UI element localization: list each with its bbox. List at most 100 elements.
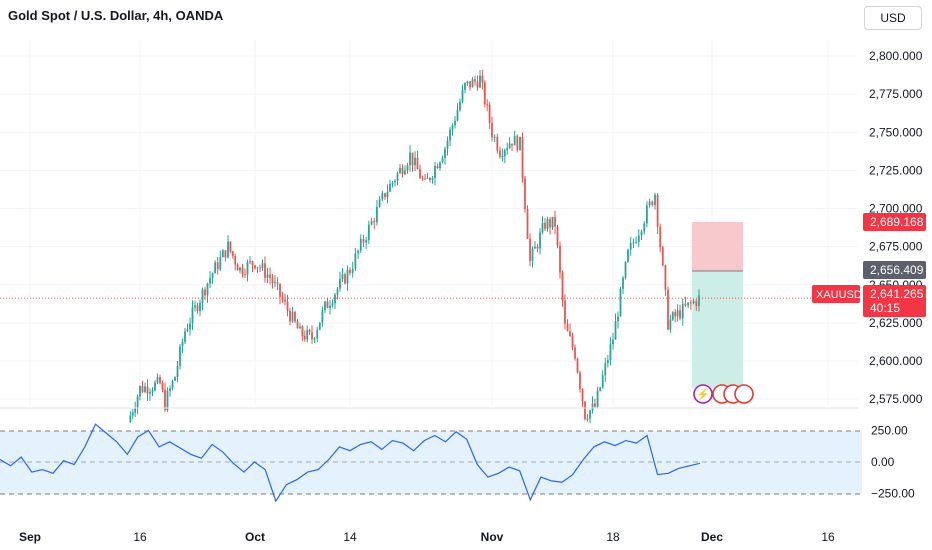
candle-body — [239, 267, 241, 271]
candle-body — [491, 122, 493, 138]
candle-body — [632, 242, 635, 244]
candle-body — [654, 194, 656, 206]
candle-body — [569, 331, 571, 337]
candle-body — [414, 157, 416, 166]
candle-body — [576, 358, 579, 373]
time-tick-label: 18 — [606, 530, 620, 544]
candle-body — [471, 79, 474, 88]
rsi-band — [0, 431, 862, 494]
candle-body — [698, 295, 700, 306]
us-flag-icon[interactable] — [734, 384, 754, 404]
candle-body — [154, 382, 156, 391]
candle-body — [476, 81, 479, 88]
entry-price-badge: 2,656.409 — [863, 261, 926, 279]
candle-body — [141, 386, 144, 392]
candle-body — [664, 265, 667, 290]
candle-body — [508, 143, 511, 149]
time-axis[interactable]: Sep 16 Oct 14 Nov 18 Dec 16 — [19, 530, 835, 544]
candle-body — [461, 89, 464, 102]
candle-body — [674, 312, 677, 317]
candle-body — [627, 249, 629, 262]
price-tick-label: 2,800.000 — [869, 49, 923, 63]
price-axis[interactable]: 2,575.0002,600.0002,625.0002,650.0002,67… — [869, 49, 923, 406]
candle-body — [349, 269, 351, 273]
candle-body — [391, 182, 394, 184]
price-tick-label: 2,750.000 — [869, 125, 923, 139]
candle-body — [334, 294, 336, 304]
candle-body — [454, 120, 456, 126]
symbol-badge: XAUUSD — [812, 285, 862, 303]
candle-body — [629, 242, 632, 250]
candle-body — [606, 359, 609, 364]
candle-body — [539, 232, 541, 249]
candle-body — [206, 283, 209, 296]
candle-body — [676, 310, 679, 317]
take-profit-zone[interactable] — [692, 271, 743, 388]
candle-body — [549, 219, 551, 228]
price-tick-label: 2,575.000 — [869, 392, 923, 406]
candle-body — [544, 222, 546, 229]
lightning-icon[interactable] — [693, 384, 713, 404]
currency-selector-button[interactable]: USD — [864, 6, 922, 30]
candle-body — [214, 262, 217, 274]
candle-body — [131, 412, 134, 416]
candle-body — [241, 267, 244, 275]
candle-body — [459, 101, 461, 110]
candle-body — [289, 310, 291, 322]
candle-body — [184, 331, 186, 343]
candle-body — [679, 310, 681, 319]
candle-body — [661, 247, 664, 266]
candle-body — [296, 321, 299, 329]
candle-body — [196, 305, 199, 312]
candle-body — [373, 220, 376, 223]
candle-body — [321, 310, 324, 323]
candle-body — [224, 250, 227, 258]
chart-title: Gold Spot / U.S. Dollar, 4h, OANDA — [8, 8, 224, 23]
candle-body — [306, 330, 309, 340]
candle-body — [339, 278, 341, 289]
current-price-badge: 2,641.265 40:15 — [863, 285, 926, 317]
candle-body — [351, 268, 354, 273]
candle-body — [416, 157, 419, 170]
candle-body — [479, 75, 481, 88]
rsi-line — [0, 423, 701, 503]
candle-body — [149, 391, 151, 394]
candle-body — [429, 178, 431, 180]
candle-body — [521, 136, 524, 178]
candle-body — [695, 301, 698, 306]
candle-body — [426, 178, 429, 180]
rsi-axis: 250.00 0.00 −250.00 — [871, 424, 915, 501]
candle-body — [266, 274, 269, 278]
candle-body — [256, 267, 259, 269]
candle-body — [156, 377, 159, 383]
candle-body — [446, 140, 449, 149]
candle-body — [546, 219, 549, 229]
candle-body — [681, 303, 684, 319]
candle-body — [411, 152, 414, 166]
candle-body — [561, 272, 564, 301]
candle-body — [574, 347, 576, 359]
candle-body — [274, 282, 276, 284]
candle-body — [236, 264, 239, 271]
candle-body — [409, 152, 411, 166]
candle-body — [599, 387, 602, 391]
candle-body — [194, 305, 196, 308]
candle-body — [244, 274, 246, 276]
candle-body — [344, 274, 346, 284]
candle-body — [499, 150, 501, 157]
candle-body — [336, 288, 339, 295]
stop-loss-zone[interactable] — [692, 222, 743, 271]
candle-body — [524, 177, 526, 209]
candle-body — [436, 166, 439, 169]
events-row[interactable]: ⚡ — [693, 384, 754, 404]
candle-body — [516, 135, 519, 151]
candle-body — [271, 277, 274, 284]
candle-body — [169, 388, 171, 391]
candle-body — [456, 109, 459, 121]
candle-body — [286, 301, 289, 311]
price-tick-label: 2,625.000 — [869, 316, 923, 330]
candle-body — [586, 418, 589, 420]
candle-body — [601, 375, 604, 388]
candle-body — [564, 300, 566, 324]
